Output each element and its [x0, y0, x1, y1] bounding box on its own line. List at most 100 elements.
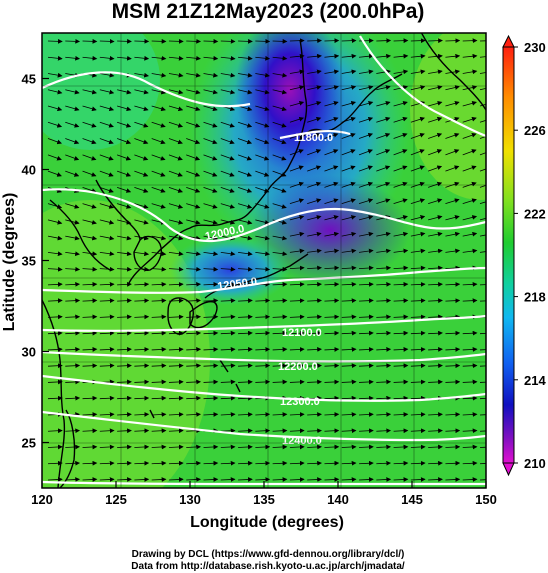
wind-arrow: [151, 281, 167, 287]
wind-arrow: [341, 69, 357, 75]
wind-arrow: [307, 379, 322, 385]
wind-arrow: [203, 72, 219, 78]
wind-arrow: [428, 330, 443, 336]
wind-arrow: [393, 116, 408, 123]
wind-arrow: [99, 266, 115, 272]
wind-arrow: [307, 314, 322, 320]
wind-arrow: [99, 395, 115, 401]
wind-arrow: [341, 347, 357, 352]
wind-arrow: [307, 265, 322, 271]
wind-arrow: [117, 477, 132, 482]
wind-arrow: [82, 298, 98, 304]
wind-arrow: [168, 138, 183, 145]
wind-arrow: [82, 121, 97, 128]
wind-arrow: [428, 100, 443, 107]
wind-arrow: [186, 170, 201, 177]
shikoku-coast: [189, 300, 218, 329]
wind-arrow: [341, 379, 357, 385]
wind-arrow: [203, 363, 219, 369]
wind-arrow: [220, 395, 236, 401]
wind-arrow: [410, 379, 426, 385]
wind-arrow: [393, 363, 409, 369]
wind-arrow: [220, 347, 236, 352]
wind-arrow: [462, 85, 478, 91]
wind-arrow: [428, 149, 443, 156]
wind-arrow: [445, 379, 461, 385]
wind-arrow: [445, 231, 460, 237]
wind-arrow: [376, 248, 391, 254]
wind-arrow: [220, 138, 235, 145]
wind-arrow: [220, 330, 236, 336]
wind-arrow: [117, 330, 132, 336]
wind-arrow: [220, 266, 236, 272]
wind-arrow: [462, 444, 478, 450]
wind-arrow: [134, 154, 149, 161]
wind-arrow: [307, 281, 322, 287]
wind-arrow: [255, 379, 271, 385]
wind-arrow: [65, 314, 81, 320]
wind-arrow: [376, 379, 392, 385]
wind-arrow: [65, 170, 80, 177]
y-axis-label: Latitude (degrees): [1, 193, 18, 332]
wind-arrow: [47, 428, 63, 434]
wind-arrow: [358, 149, 373, 156]
wind-arrow: [324, 460, 340, 466]
wind-arrow: [47, 266, 63, 272]
wind-arrow: [47, 251, 63, 257]
wind-arrow: [220, 55, 236, 61]
wind-arrow: [134, 444, 150, 450]
wind-arrow: [168, 347, 184, 352]
wind-arrow: [134, 379, 150, 385]
wind-arrow: [410, 215, 426, 221]
wind-arrow: [99, 235, 115, 241]
contour-label-0: 11800.0: [294, 132, 333, 144]
wind-arrow: [289, 231, 305, 237]
wind-arrow: [479, 398, 486, 400]
wind-arrow: [237, 154, 252, 161]
wind-arrow: [220, 363, 236, 369]
wind-arrow: [289, 477, 305, 482]
wind-arrow: [272, 266, 288, 272]
wind-arrow: [237, 138, 253, 145]
wind-arrow: [376, 444, 392, 450]
wind-arrow: [99, 186, 114, 193]
y-tick-label: 30: [22, 345, 36, 360]
wind-arrow: [186, 395, 202, 401]
wind-arrow: [168, 412, 184, 417]
wind-arrow: [116, 186, 132, 193]
korea-south-coast: [133, 235, 162, 271]
wind-arrow: [134, 121, 149, 128]
wind-arrow: [289, 116, 304, 123]
wind-arrow: [237, 89, 253, 95]
wind-arrow: [341, 215, 357, 221]
wind-arrow: [255, 330, 271, 336]
wind-arrow: [220, 154, 235, 161]
wind-arrow: [479, 251, 486, 253]
wind-arrow: [393, 412, 409, 417]
wind-arrow: [65, 203, 80, 209]
wind-arrow: [479, 168, 486, 172]
y-tick-label: 45: [22, 72, 36, 87]
wind-arrow: [359, 460, 374, 466]
wind-arrow: [479, 184, 486, 188]
wind-arrow: [255, 235, 270, 241]
wind-arrow: [393, 231, 409, 237]
wind-arrow: [47, 170, 62, 177]
wind-arrow: [151, 412, 167, 417]
wind-arrow: [307, 444, 322, 450]
wind-arrow: [151, 379, 167, 385]
wind-arrow: [255, 121, 270, 128]
wind-arrow: [220, 203, 235, 209]
kamchatka-coast: [420, 33, 486, 111]
wind-arrow: [324, 428, 340, 434]
wind-arrow: [410, 265, 426, 271]
wind-arrow: [376, 281, 392, 287]
wind-arrow: [117, 412, 132, 417]
wind-arrow: [186, 379, 202, 385]
wind-arrow: [462, 330, 478, 336]
wind-arrow: [376, 116, 391, 123]
wind-arrow: [272, 412, 288, 417]
wind-arrow: [324, 165, 339, 172]
wind-arrow: [151, 363, 167, 369]
wind-arrow: [65, 444, 81, 450]
